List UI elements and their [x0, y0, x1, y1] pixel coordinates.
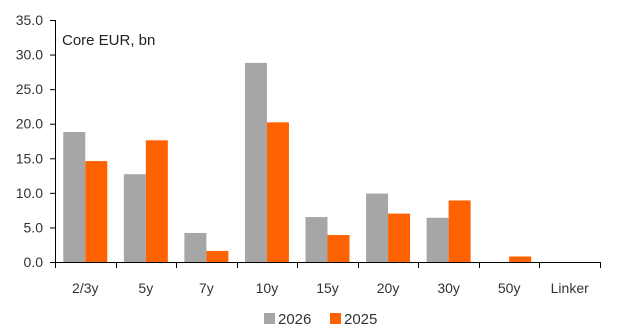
bar-2026-5: [366, 193, 389, 262]
y-tick-label: 20.0: [16, 116, 43, 132]
bar-2025-4: [327, 235, 350, 262]
x-tick-label: 30y: [437, 280, 460, 296]
y-tick-label: 35.0: [16, 12, 43, 28]
bar-2026-4: [305, 217, 328, 262]
x-tick-label: 20y: [377, 280, 400, 296]
bar-2025-3: [266, 122, 289, 263]
y-tick-label: 30.0: [16, 47, 43, 63]
y-tick-label: 5.0: [24, 219, 44, 235]
bar-2025-5: [388, 213, 411, 262]
legend-label-2025: 2025: [344, 311, 377, 328]
x-tick-label: 50y: [498, 280, 521, 296]
x-tick-label: 5y: [138, 280, 153, 296]
bar-2025-0: [85, 161, 108, 262]
y-tick-label: 25.0: [16, 81, 43, 97]
x-tick-label: 10y: [256, 280, 279, 296]
bar-2025-6: [448, 200, 471, 262]
bar-2025-7: [509, 256, 532, 262]
legend-swatch-2026: [264, 313, 275, 324]
legend-label-2026: 2026: [278, 311, 311, 328]
chart-annotation: Core EUR, bn: [62, 32, 155, 49]
bar-2026-0: [63, 132, 86, 262]
x-tick-label: 7y: [199, 280, 214, 296]
y-tick-label: 10.0: [16, 185, 43, 201]
bar-2026-1: [123, 174, 146, 262]
y-tick-label: 0.0: [24, 254, 44, 270]
x-tick-label: 15y: [316, 280, 339, 296]
bar-2026-2: [184, 232, 207, 262]
bar-2025-2: [206, 250, 229, 262]
x-tick-label: Linker: [551, 280, 589, 296]
bar-2026-6: [426, 217, 449, 262]
x-tick-label: 2/3y: [72, 280, 98, 296]
bar-2025-1: [145, 140, 168, 262]
bar-2026-3: [244, 62, 267, 262]
legend-swatch-2025: [330, 313, 341, 324]
y-tick-label: 15.0: [16, 150, 43, 166]
